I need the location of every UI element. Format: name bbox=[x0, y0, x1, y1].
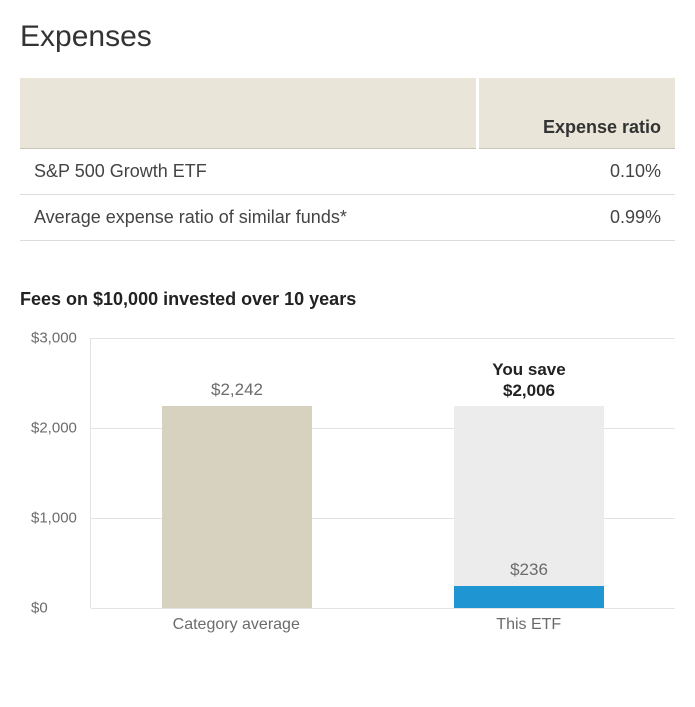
chart-bar-segment bbox=[454, 406, 604, 587]
table-row: Average expense ratio of similar funds* … bbox=[20, 194, 675, 240]
chart-gridline bbox=[91, 608, 675, 609]
chart-ytick-label: $2,000 bbox=[31, 419, 86, 436]
table-header-ratio: Expense ratio bbox=[477, 78, 675, 148]
chart-bar-column: $2,242 bbox=[91, 338, 383, 608]
chart-ytick-label: $1,000 bbox=[31, 509, 86, 526]
fees-bar-chart: $0$1,000$2,000$3,000$2,242$236You save$2… bbox=[30, 338, 675, 634]
expense-ratio-table: Expense ratio S&P 500 Growth ETF 0.10% A… bbox=[20, 78, 675, 241]
chart-bar-segment bbox=[454, 586, 604, 607]
chart-ytick-label: $0 bbox=[31, 599, 86, 616]
chart-bar-value-label: $2,242 bbox=[91, 380, 383, 400]
chart-bar-column: $236 You save$2,006 bbox=[383, 338, 675, 608]
chart-bar-top-label-line2: $2,006 bbox=[383, 380, 675, 401]
chart-ytick-label: $3,000 bbox=[31, 329, 86, 346]
table-cell-value: 0.99% bbox=[477, 194, 675, 240]
table-row: S&P 500 Growth ETF 0.10% bbox=[20, 148, 675, 194]
table-cell-label: S&P 500 Growth ETF bbox=[20, 148, 477, 194]
chart-subheading: Fees on $10,000 invested over 10 years bbox=[20, 289, 675, 310]
chart-bar-top-label: You save$2,006 bbox=[383, 359, 675, 402]
chart-x-label: This ETF bbox=[383, 616, 676, 634]
chart-x-label: Category average bbox=[90, 616, 383, 634]
chart-bar-top-label-line1: You save bbox=[383, 359, 675, 380]
table-cell-value: 0.10% bbox=[477, 148, 675, 194]
page-title: Expenses bbox=[20, 20, 675, 54]
chart-bar-segment bbox=[162, 406, 312, 608]
chart-bar-value-label: $236 bbox=[383, 560, 675, 580]
table-header-blank bbox=[20, 78, 477, 148]
table-cell-label: Average expense ratio of similar funds* bbox=[20, 194, 477, 240]
chart-bar bbox=[162, 406, 312, 608]
